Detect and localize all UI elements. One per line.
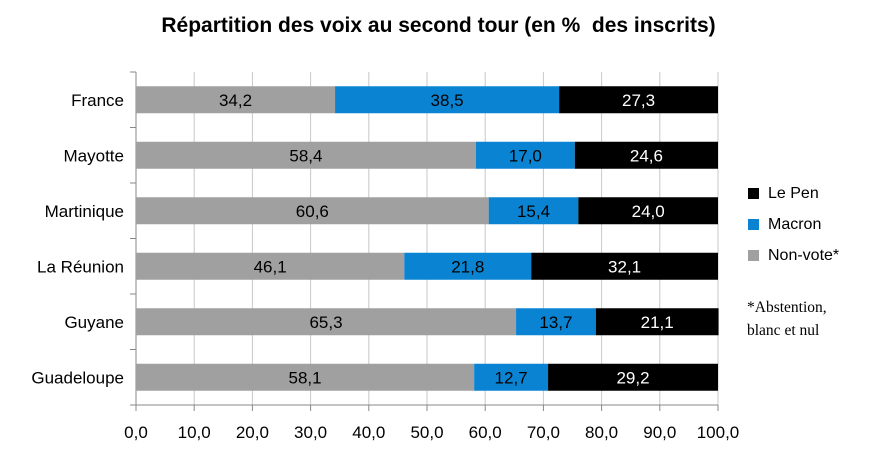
data-label-le-pen-guyane: 21,1 [641,313,674,332]
x-tick-label: 40,0 [352,423,385,442]
category-label-la-reunion: La Réunion [37,257,124,276]
x-tick-label: 100,0 [697,423,740,442]
bar-non-vote-mayotte [136,141,476,169]
category-label-guadeloupe: Guadeloupe [31,368,124,387]
bar-le-pen-guadeloupe [548,363,718,391]
data-label-macron-mayotte: 17,0 [509,146,542,165]
x-tick-label: 30,0 [294,423,327,442]
x-tick-label: 10,0 [178,423,211,442]
category-label-mayotte: Mayotte [64,146,124,165]
bar-le-pen-mayotte [574,141,718,169]
bar-le-pen-la-reunion [531,252,718,280]
x-tick-label: 70,0 [527,423,560,442]
bar-non-vote-guyane [136,308,517,336]
data-label-le-pen-france: 27,3 [622,91,655,110]
data-label-le-pen-la-reunion: 32,1 [608,257,641,276]
legend-label-le-pen: Le Pen [768,184,819,202]
data-label-macron-la-reunion: 21,8 [451,257,484,276]
data-label-macron-france: 38,5 [431,91,464,110]
bar-macron-guyane [516,308,596,336]
category-label-martinique: Martinique [45,202,124,221]
legend-item-le-pen: Le Pen [748,178,839,209]
bar-macron-guadeloupe [474,363,549,391]
footnote: *Abstention, blanc et nul [747,299,827,339]
legend-label-non-vote: Non-vote* [768,246,840,264]
x-tick-label: 60,0 [469,423,502,442]
x-tick-label: 20,0 [236,423,269,442]
bar-macron-la-reunion [404,252,532,280]
legend-swatch-non-vote [748,250,759,261]
category-label-guyane: Guyane [64,313,124,332]
bar-macron-martinique [488,197,579,225]
legend: Le Pen Macron Non-vote* [748,178,839,271]
chart-title: Répartition des voix au second tour (en … [161,14,716,37]
x-tick-label: 80,0 [585,423,618,442]
data-label-non-vote-guadeloupe: 58,1 [289,368,322,387]
data-label-le-pen-mayotte: 24,6 [630,146,663,165]
bar-non-vote-martinique [136,197,489,225]
bar-le-pen-france [559,86,718,114]
legend-item-macron: Macron [748,209,839,240]
data-label-le-pen-guadeloupe: 29,2 [616,368,649,387]
x-tick-label: 50,0 [410,423,443,442]
legend-swatch-macron [748,219,759,230]
bar-macron-mayotte [475,141,575,169]
bar-non-vote-france [136,86,336,114]
data-label-non-vote-guyane: 65,3 [309,313,342,332]
data-label-le-pen-martinique: 24,0 [632,202,665,221]
x-tick-label: 0,0 [124,423,148,442]
bar-le-pen-martinique [578,197,718,225]
bar-non-vote-guadeloupe [136,363,475,391]
data-label-non-vote-france: 34,2 [219,91,252,110]
legend-swatch-le-pen [748,188,759,199]
data-label-macron-guyane: 13,7 [539,313,572,332]
legend-label-macron: Macron [768,215,822,233]
x-tick-label: 90,0 [643,423,676,442]
category-label-france: France [71,91,124,110]
data-label-macron-martinique: 15,4 [517,202,550,221]
data-label-non-vote-la-reunion: 46,1 [254,257,287,276]
data-label-non-vote-mayotte: 58,4 [289,146,322,165]
bar-macron-france [335,86,560,114]
bar-non-vote-la-reunion [136,252,405,280]
data-label-macron-guadeloupe: 12,7 [495,368,528,387]
data-label-non-vote-martinique: 60,6 [296,202,329,221]
bar-le-pen-guyane [595,308,719,336]
legend-item-non-vote: Non-vote* [748,240,839,271]
